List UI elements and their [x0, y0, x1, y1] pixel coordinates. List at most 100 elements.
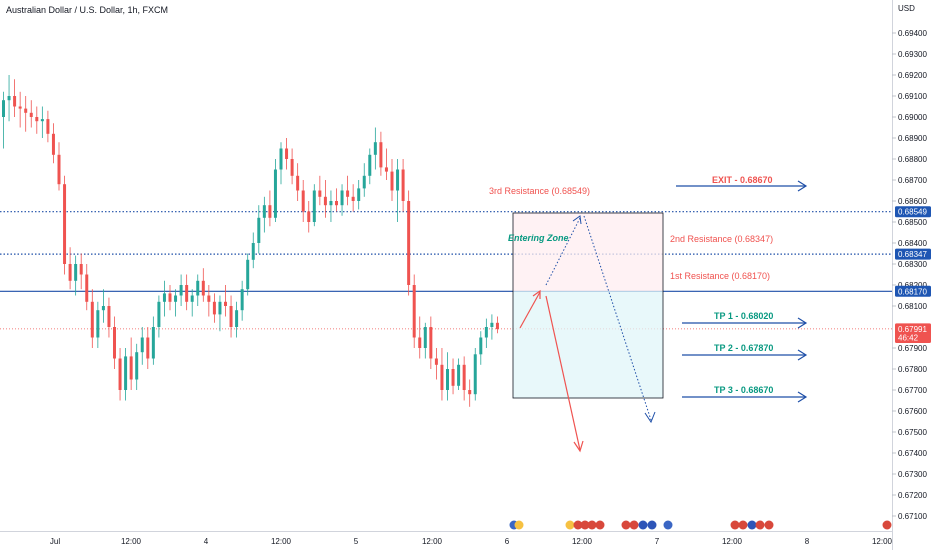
price-tick-label: 0.69000 [898, 113, 927, 122]
candle-body [373, 142, 377, 155]
candle-body [268, 205, 272, 218]
event-flag-icon[interactable] [882, 520, 892, 530]
event-flag-icon[interactable] [580, 520, 590, 530]
candle-body [13, 96, 17, 107]
candle [29, 100, 33, 128]
candle [379, 131, 383, 176]
candle-body [118, 358, 122, 390]
candle-body [495, 322, 499, 330]
event-flag-icon[interactable] [755, 520, 765, 530]
price-tag: 46:42 [895, 332, 931, 343]
price-tag-label: 0.68170 [898, 287, 927, 296]
event-flag-icon[interactable] [514, 520, 524, 530]
tp2-label: TP 2 - 0.67870 [714, 343, 773, 353]
time-tick-label: 7 [655, 537, 660, 546]
price-tick-label: 0.67800 [898, 365, 927, 374]
time-tick-label: 12:00 [121, 537, 142, 546]
price-tick-label: 0.69200 [898, 71, 927, 80]
price-tick-label: 0.69300 [898, 50, 927, 59]
candle [124, 348, 128, 401]
candle [40, 106, 44, 138]
event-flag-icon[interactable] [663, 520, 673, 530]
event-flag-icon[interactable] [747, 520, 757, 530]
candle [490, 314, 494, 340]
candle-body [57, 154, 61, 185]
second-resistance-label: 2nd Resistance (0.68347) [670, 234, 773, 244]
candle-body [29, 112, 33, 117]
event-flag-icon[interactable] [595, 520, 605, 530]
price-tick-label: 0.67500 [898, 428, 927, 437]
event-flag-icon[interactable] [573, 520, 583, 530]
candle-body [462, 364, 466, 390]
price-tick-label: 0.68500 [898, 218, 927, 227]
candle [18, 91, 22, 128]
time-axis[interactable]: Jul 12:00 4 12:00 5 12:00 6 12:00 7 12:00 8 12:00 [50, 537, 893, 546]
event-flag-icon[interactable] [629, 520, 639, 530]
event-flag-icon[interactable] [587, 520, 597, 530]
candle-body [207, 295, 211, 302]
event-flag-icon[interactable] [764, 520, 774, 530]
entering-zone-label: Entering Zone [508, 233, 569, 243]
economic-events[interactable] [509, 520, 892, 530]
candle [218, 295, 222, 332]
time-tick-label: 12:00 [722, 537, 743, 546]
red-up-arrow [519, 291, 541, 329]
event-flag-icon[interactable] [565, 520, 575, 530]
price-tick-label: 0.68400 [898, 239, 927, 248]
blue-dotted-down [583, 215, 652, 421]
candle [24, 96, 28, 132]
price-axis[interactable]: 0.69400 0.69300 0.69200 0.69100 0.69000 0.689… [892, 29, 927, 521]
candle [457, 358, 461, 390]
event-flag-icon[interactable] [647, 520, 657, 530]
candle-body [412, 285, 416, 338]
candle-body [457, 364, 461, 386]
tp1-label: TP 1 - 0.68020 [714, 311, 773, 321]
candle [63, 175, 67, 275]
red-down-arrow-head [573, 440, 584, 453]
event-flag-icon[interactable] [638, 520, 648, 530]
candle [35, 106, 39, 134]
candle [257, 205, 261, 254]
candle [434, 348, 438, 380]
candle [268, 190, 272, 227]
candle-body [262, 205, 266, 218]
candle-body [490, 322, 494, 327]
candle-body [35, 117, 39, 122]
candle [201, 268, 205, 302]
price-tick-label: 0.67600 [898, 407, 927, 416]
candle-body [179, 285, 183, 296]
event-flag-icon[interactable] [738, 520, 748, 530]
red-down-arrow [545, 295, 581, 451]
candle [301, 180, 305, 222]
candle [329, 190, 333, 222]
candle-body [379, 142, 383, 168]
candle-body [218, 301, 222, 315]
candle-body [146, 337, 150, 359]
candle-body [323, 196, 327, 206]
event-flag-icon[interactable] [730, 520, 740, 530]
candle [462, 356, 466, 401]
candle [279, 142, 283, 185]
candle-body [451, 369, 455, 386]
candle-body [129, 356, 133, 380]
candle-body [368, 154, 372, 176]
price-tag-bg [895, 323, 931, 335]
price-tick-label: 0.69100 [898, 92, 927, 101]
candle-body [468, 390, 472, 395]
candle-body [434, 358, 438, 365]
price-tag: 0.68347 [895, 248, 931, 260]
candle [296, 163, 300, 201]
candle [229, 295, 233, 338]
candle-body [357, 188, 361, 201]
candle-body [96, 310, 100, 338]
candle [262, 196, 266, 233]
candle [407, 190, 411, 296]
event-flag-icon[interactable] [621, 520, 631, 530]
candle-body [7, 96, 11, 101]
candle [212, 293, 216, 323]
price-tick-label: 0.68800 [898, 155, 927, 164]
candle [285, 138, 289, 170]
candle [351, 184, 355, 212]
